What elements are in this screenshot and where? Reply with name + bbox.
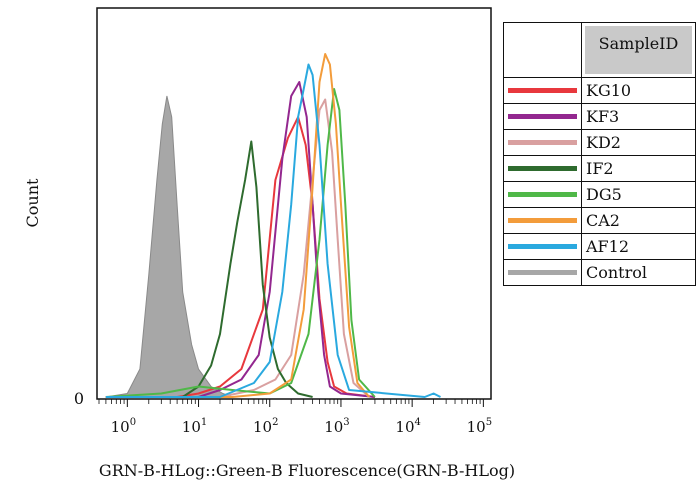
series-control bbox=[105, 95, 233, 398]
legend-item-dg5: DG5 bbox=[504, 182, 695, 208]
legend-title: SampleID bbox=[585, 26, 692, 74]
legend-swatch bbox=[508, 88, 577, 93]
y-axis-title: Count bbox=[23, 178, 42, 227]
legend-swatch bbox=[508, 270, 577, 275]
series-layer bbox=[105, 53, 441, 398]
legend-swatch bbox=[508, 140, 577, 145]
x-axis: 100 101 102 103 104 105 bbox=[98, 399, 492, 436]
legend-label: KF3 bbox=[586, 107, 620, 126]
legend-label: DG5 bbox=[586, 185, 622, 204]
series-if2 bbox=[105, 140, 313, 398]
series-ca2 bbox=[105, 53, 371, 398]
x-tick-label: 105 bbox=[467, 417, 492, 436]
x-tick-label: 102 bbox=[253, 417, 278, 436]
legend-swatch-cell bbox=[504, 156, 582, 181]
legend-item-kf3: KF3 bbox=[504, 104, 695, 130]
legend-swatch bbox=[508, 244, 577, 249]
x-axis-title: GRN-B-HLog::Green-B Fluorescence(GRN-B-H… bbox=[99, 461, 515, 480]
legend: SampleID KG10 KF3 KD2 IF2 DG5 CA2 AF12 Control bbox=[503, 22, 696, 286]
series-kf3 bbox=[105, 81, 376, 398]
legend-swatch-cell bbox=[504, 104, 582, 129]
legend-swatch-cell bbox=[504, 208, 582, 233]
legend-swatch-header bbox=[504, 23, 582, 77]
legend-item-control: Control bbox=[504, 260, 695, 285]
legend-label: IF2 bbox=[586, 159, 614, 178]
legend-swatch bbox=[508, 192, 577, 197]
legend-label: KG10 bbox=[586, 81, 632, 100]
legend-swatch bbox=[508, 166, 577, 171]
x-tick-label: 104 bbox=[395, 417, 420, 436]
legend-swatch-cell bbox=[504, 130, 582, 155]
legend-item-kg10: KG10 bbox=[504, 78, 695, 104]
legend-swatch-cell bbox=[504, 182, 582, 207]
legend-label: KD2 bbox=[586, 133, 621, 152]
legend-label: AF12 bbox=[586, 237, 630, 256]
legend-item-if2: IF2 bbox=[504, 156, 695, 182]
legend-rows: KG10 KF3 KD2 IF2 DG5 CA2 AF12 Control bbox=[504, 78, 695, 285]
legend-swatch-cell bbox=[504, 260, 582, 285]
series-af12 bbox=[105, 63, 441, 398]
legend-swatch bbox=[508, 114, 577, 119]
series-kg10 bbox=[105, 116, 376, 398]
legend-header: SampleID bbox=[504, 23, 695, 78]
legend-label: Control bbox=[586, 263, 648, 282]
legend-item-kd2: KD2 bbox=[504, 130, 695, 156]
x-tick-label: 101 bbox=[182, 417, 207, 436]
y-axis-zero-label: 0 bbox=[74, 389, 84, 408]
legend-swatch bbox=[508, 218, 577, 223]
series-dg5 bbox=[105, 88, 376, 398]
plot-frame bbox=[96, 7, 492, 400]
legend-swatch-cell bbox=[504, 234, 582, 259]
x-tick-label: 103 bbox=[324, 417, 349, 436]
legend-swatch-cell bbox=[504, 78, 582, 103]
legend-item-ca2: CA2 bbox=[504, 208, 695, 234]
x-tick-label: 100 bbox=[111, 417, 136, 436]
legend-item-af12: AF12 bbox=[504, 234, 695, 260]
legend-label: CA2 bbox=[586, 211, 620, 230]
